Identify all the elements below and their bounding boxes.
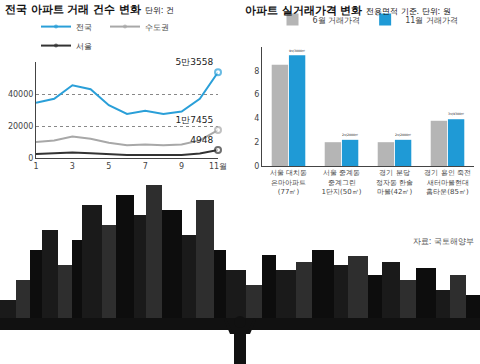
svg-text:7: 7 xyxy=(143,162,148,171)
svg-text:9억3000만: 9억3000만 xyxy=(289,49,305,53)
svg-text:서울: 서울 xyxy=(76,42,92,51)
svg-text:6월 거래가격: 6월 거래가격 xyxy=(313,16,361,25)
svg-text:11월: 11월 xyxy=(209,162,227,171)
svg-text:6: 6 xyxy=(254,90,259,99)
svg-text:경기 분당정자동 한솔마을(42㎡): 경기 분당정자동 한솔마을(42㎡) xyxy=(376,169,413,195)
svg-text:8: 8 xyxy=(254,67,259,76)
svg-text:2억2000만: 2억2000만 xyxy=(342,133,358,137)
svg-text:서울 중계동중계그린1단지(50㎡): 서울 중계동중계그린1단지(50㎡) xyxy=(322,169,362,195)
svg-text:전국: 전국 xyxy=(76,23,92,32)
svg-text:아파트 실거래가격 변화 전용면적 기준. 단위: 원: 아파트 실거래가격 변화 전용면적 기준. 단위: 원 xyxy=(245,4,451,17)
svg-text:서울 대치동은마아파트(77㎡): 서울 대치동은마아파트(77㎡) xyxy=(270,169,307,195)
svg-text:0: 0 xyxy=(254,162,259,171)
svg-text:4: 4 xyxy=(254,114,259,123)
svg-text:5만3558: 5만3558 xyxy=(176,57,214,67)
svg-text:9: 9 xyxy=(179,162,184,171)
svg-text:11월 거래가격: 11월 거래가격 xyxy=(405,16,458,25)
svg-text:1: 1 xyxy=(33,162,38,171)
svg-text:3억9300만: 3억9300만 xyxy=(448,112,464,116)
svg-text:40000: 40000 xyxy=(8,90,33,99)
svg-text:1만7455: 1만7455 xyxy=(176,115,214,125)
html-text:자료: 국토해양부: 자료: 국토해양부 xyxy=(412,237,474,246)
svg-text:경기 용인 죽전새터마을현대홈타운(85㎡): 경기 용인 죽전새터마을현대홈타운(85㎡) xyxy=(424,169,470,195)
svg-text:5: 5 xyxy=(106,162,111,171)
svg-text:수도권: 수도권 xyxy=(145,23,169,32)
svg-text:20000: 20000 xyxy=(8,122,33,131)
svg-text:2: 2 xyxy=(254,138,259,147)
svg-text:전국 아파트 거래 건수 변화 단위: 건: 전국 아파트 거래 건수 변화 단위: 건 xyxy=(5,3,174,16)
svg-text:4948: 4948 xyxy=(190,135,213,145)
svg-text:3: 3 xyxy=(70,162,75,171)
svg-text:2억2000만: 2억2000만 xyxy=(395,133,411,137)
svg-text:0: 0 xyxy=(28,154,33,163)
